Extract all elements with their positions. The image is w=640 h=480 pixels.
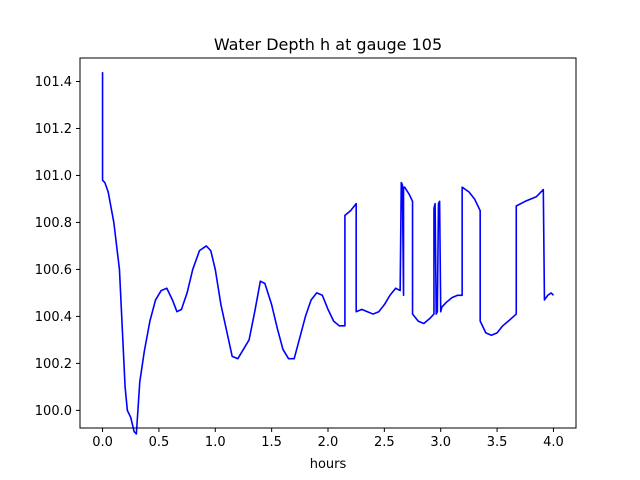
y-tick-label: 101.4 xyxy=(35,75,72,90)
x-axis: 0.0 0.5 1.0 1.5 2.0 2.5 3.0 3.5 4.0 xyxy=(92,428,564,450)
series-line-0 xyxy=(101,72,555,435)
x-tick-label: 1.5 xyxy=(261,435,282,450)
x-axis-label: hours xyxy=(310,457,347,472)
y-tick-label: 100.4 xyxy=(35,310,72,325)
y-tick-label: 100.2 xyxy=(35,357,72,372)
y-tick-label: 100.8 xyxy=(35,216,72,231)
x-tick-label: 4.0 xyxy=(543,435,564,450)
x-tick-label: 2.0 xyxy=(318,435,339,450)
x-tick-label: 3.0 xyxy=(430,435,451,450)
x-tick-label: 2.5 xyxy=(374,435,395,450)
y-tick-label: 100.6 xyxy=(35,263,72,278)
y-axis: 100.0 100.2 100.4 100.6 100.8 101.0 101.2 101.4 xyxy=(35,75,80,419)
x-tick-label: 3.5 xyxy=(487,435,508,450)
x-tick-label: 1.0 xyxy=(205,435,226,450)
x-tick-label: 0.0 xyxy=(92,435,113,450)
y-tick-label: 101.2 xyxy=(35,122,72,137)
y-tick-label: 100.0 xyxy=(35,404,72,419)
x-tick-label: 0.5 xyxy=(149,435,170,450)
y-tick-label: 101.0 xyxy=(35,169,72,184)
plot-frame xyxy=(79,57,577,429)
plot-area xyxy=(101,72,555,435)
chart-title: Water Depth h at gauge 105 xyxy=(214,35,442,54)
